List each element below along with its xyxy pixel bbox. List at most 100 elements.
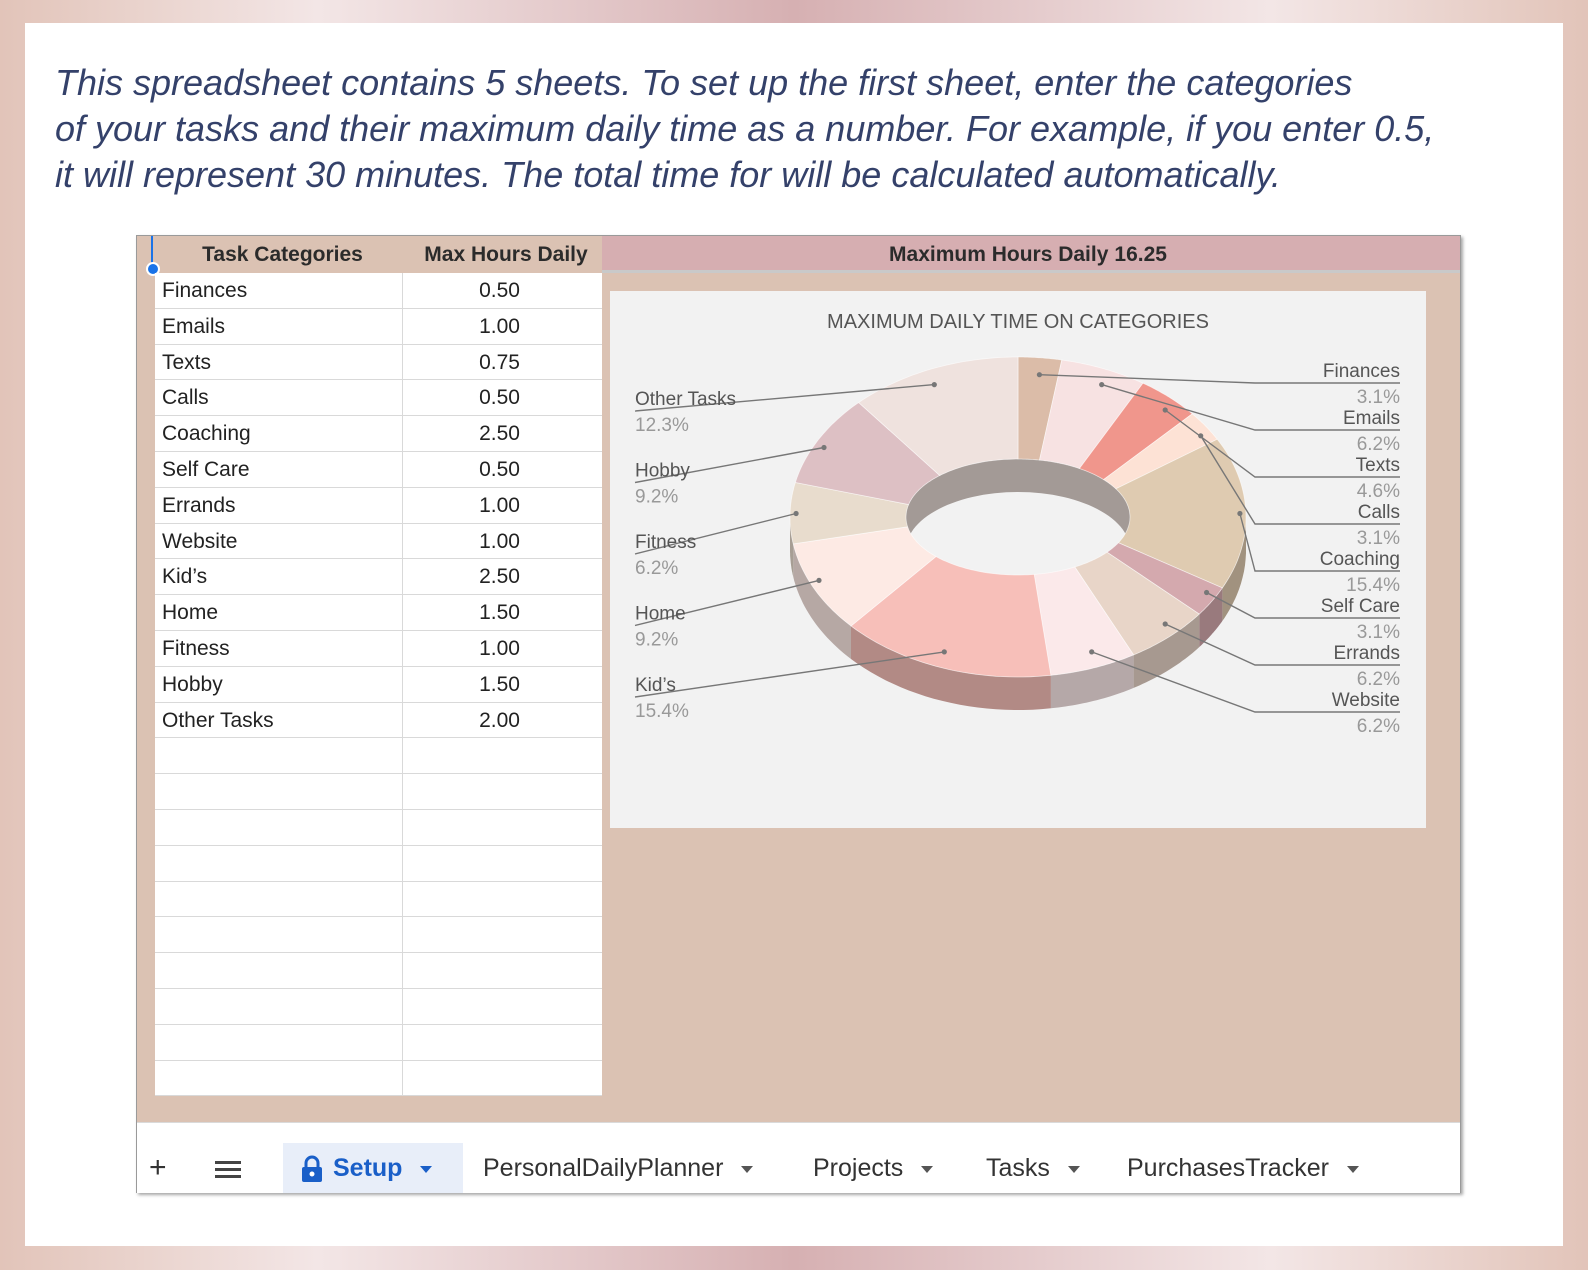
tab-setup[interactable]: Setup — [283, 1143, 463, 1193]
hours-cell[interactable] — [403, 774, 596, 809]
slice-percent: 3.1% — [1357, 622, 1400, 643]
tab-personal-daily-planner[interactable]: PersonalDailyPlanner — [483, 1143, 754, 1193]
spreadsheet-window: Task Categories Max Hours Daily Maximum … — [136, 235, 1461, 1193]
slice-label: Home — [635, 604, 686, 625]
slice-label: Errands — [1333, 643, 1400, 664]
category-cell[interactable]: Self Care — [155, 451, 403, 487]
category-cell[interactable] — [155, 917, 403, 953]
selection-handle[interactable] — [146, 262, 160, 276]
slice-side-website — [1050, 654, 1134, 709]
hours-cell[interactable]: 2.50 — [479, 565, 520, 589]
chevron-down-icon[interactable] — [921, 1165, 934, 1173]
tab-setup-label: Setup — [333, 1154, 403, 1182]
category-cell[interactable] — [155, 881, 403, 917]
header-maximum-hours-total[interactable]: Maximum Hours Daily 16.25 — [602, 236, 1460, 273]
chevron-down-icon[interactable] — [741, 1165, 754, 1173]
hours-cell[interactable]: 0.50 — [479, 457, 520, 481]
header-max-hours-daily[interactable]: Max Hours Daily — [410, 236, 602, 273]
tab-tasks[interactable]: Tasks — [986, 1143, 1080, 1193]
hours-cell[interactable]: 0.75 — [479, 350, 520, 374]
table-row: Other Tasks 2.00 — [155, 702, 602, 739]
category-cell[interactable]: Other Tasks — [155, 702, 403, 738]
category-cell[interactable]: Kid’s — [155, 559, 403, 595]
chart-svg: MAXIMUM DAILY TIME ON CATEGORIES Finance… — [634, 311, 1400, 737]
table-row — [155, 774, 602, 810]
hours-cell[interactable]: 0.50 — [479, 386, 520, 410]
category-cell[interactable]: Coaching — [155, 416, 403, 451]
table-row: Texts 0.75 — [155, 344, 602, 381]
category-cell[interactable] — [155, 1024, 403, 1060]
category-cell[interactable]: Home — [155, 595, 403, 630]
slice-label: Finances — [1323, 361, 1400, 382]
slice-label: Other Tasks — [635, 389, 736, 410]
hours-cell[interactable]: 1.50 — [479, 601, 520, 625]
total-value: 16.25 — [1114, 243, 1167, 266]
table-row: Emails 1.00 — [155, 308, 602, 345]
chevron-down-icon[interactable] — [1346, 1165, 1359, 1173]
hours-cell[interactable] — [403, 810, 596, 845]
hours-cell[interactable] — [403, 1025, 596, 1060]
total-label: Maximum Hours Daily — [889, 243, 1109, 266]
category-cell[interactable]: Texts — [155, 344, 403, 380]
hours-cell[interactable]: 1.50 — [479, 672, 520, 696]
category-cell[interactable] — [155, 845, 403, 881]
header-row: Task Categories Max Hours Daily Maximum … — [137, 236, 1460, 276]
slice-percent: 12.3% — [635, 415, 689, 436]
category-cell[interactable]: Website — [155, 523, 403, 559]
hours-cell[interactable]: 1.00 — [479, 529, 520, 553]
chevron-down-icon[interactable] — [420, 1165, 433, 1173]
hours-cell[interactable] — [403, 953, 596, 988]
hours-cell[interactable]: 0.50 — [479, 279, 520, 302]
slice-other-tasks — [858, 356, 1019, 476]
category-cell[interactable]: Finances — [155, 273, 403, 308]
table-row — [155, 917, 602, 954]
category-cell[interactable] — [155, 1060, 403, 1096]
lock-icon — [302, 1155, 322, 1183]
category-cell[interactable] — [155, 809, 403, 845]
slice-label: Texts — [1356, 455, 1400, 476]
table-row: Hobby 1.50 — [155, 666, 602, 703]
hours-cell[interactable] — [403, 917, 596, 952]
hours-cell[interactable]: 1.00 — [479, 314, 520, 338]
slice-percent: 6.2% — [1357, 669, 1400, 690]
donut-chart[interactable]: MAXIMUM DAILY TIME ON CATEGORIES Finance… — [610, 291, 1426, 828]
header-task-categories[interactable]: Task Categories — [155, 236, 410, 273]
category-cell[interactable] — [155, 953, 403, 988]
category-cell[interactable]: Hobby — [155, 666, 403, 702]
category-cell[interactable] — [155, 738, 403, 774]
slice-percent: 9.2% — [635, 487, 678, 508]
table-row — [155, 988, 602, 1025]
tab-bar-strip — [137, 1123, 1460, 1143]
add-sheet-button[interactable]: + — [149, 1151, 167, 1184]
category-cell[interactable]: Calls — [155, 380, 403, 416]
hours-cell[interactable] — [403, 846, 596, 881]
table-row: Coaching 2.50 — [155, 416, 602, 452]
all-sheets-menu-button[interactable] — [215, 1143, 241, 1193]
category-cell[interactable]: Errands — [155, 487, 403, 523]
table-row: Home 1.50 — [155, 595, 602, 631]
hours-cell[interactable] — [403, 738, 596, 773]
hours-cell[interactable] — [403, 882, 596, 917]
slice-label: Fitness — [635, 532, 696, 553]
hours-cell[interactable]: 1.00 — [479, 493, 520, 517]
hours-cell[interactable]: 1.00 — [479, 636, 520, 660]
hours-cell[interactable] — [403, 1061, 596, 1096]
hamburger-icon — [215, 1161, 241, 1179]
slice-label: Hobby — [635, 461, 690, 482]
hours-cell[interactable]: 2.00 — [479, 708, 520, 732]
leader-line — [634, 383, 935, 412]
slice-percent: 15.4% — [1346, 575, 1400, 596]
hours-cell[interactable]: 2.50 — [479, 422, 520, 446]
tab-projects[interactable]: Projects — [813, 1143, 934, 1193]
leader-dot — [1089, 649, 1095, 655]
table-row — [155, 953, 602, 989]
category-cell[interactable] — [155, 988, 403, 1024]
category-cell[interactable] — [155, 774, 403, 809]
tab-purchases-tracker[interactable]: PurchasesTracker — [1127, 1143, 1359, 1193]
selection-cursor-line — [151, 236, 153, 268]
hours-cell[interactable] — [403, 989, 596, 1024]
category-cell[interactable]: Emails — [155, 308, 403, 344]
category-cell[interactable]: Fitness — [155, 630, 403, 666]
chevron-down-icon[interactable] — [1067, 1165, 1080, 1173]
slice-label: Kid’s — [635, 675, 676, 696]
